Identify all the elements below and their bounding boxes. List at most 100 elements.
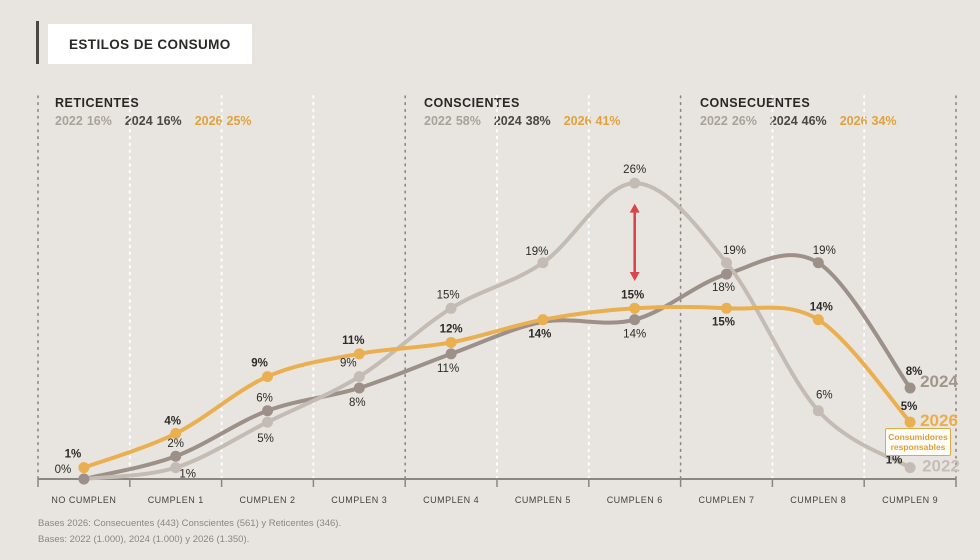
category-label: CUMPLEN 3 bbox=[331, 495, 387, 505]
point-label-2026: 15% bbox=[621, 289, 644, 301]
category-label: CUMPLEN 7 bbox=[698, 495, 754, 505]
series-end-label-2026: 2026 bbox=[920, 411, 958, 430]
series-line-2024 bbox=[81, 253, 913, 481]
category-label: NO CUMPLEN bbox=[51, 495, 116, 505]
series-end-label-2024: 2024 bbox=[920, 372, 958, 391]
data-point-2022 bbox=[445, 302, 457, 314]
title-box: ESTILOS DE CONSUMO bbox=[48, 24, 252, 64]
data-point-2024 bbox=[445, 348, 457, 360]
point-label-2022: 6% bbox=[816, 390, 833, 402]
series-dots-2024 bbox=[78, 257, 916, 485]
section-header-consecuentes: CONSECUENTES 2022 26% 2024 46% 2026 34% bbox=[700, 96, 910, 128]
data-point-2022 bbox=[629, 177, 641, 189]
data-point-2024 bbox=[629, 314, 641, 326]
section-header-reticentes: RETICENTES 2022 16% 2024 16% 2026 25% bbox=[55, 96, 265, 128]
gap-arrow-layer bbox=[629, 203, 640, 281]
data-point-2024 bbox=[904, 382, 916, 394]
section-header-conscientes: CONSCIENTES 2022 58% 2024 38% 2026 41% bbox=[424, 96, 634, 128]
point-label-2026: 11% bbox=[342, 335, 364, 347]
section-stats: 2022 58% 2024 38% 2026 41% bbox=[424, 114, 634, 128]
x-axis-layer: NO CUMPLEN CUMPLEN 1 CUMPLEN 2 CUMPLEN 3 CUM… bbox=[37, 478, 957, 505]
data-point-2022 bbox=[904, 462, 916, 474]
point-label-2022: 1% bbox=[886, 455, 903, 467]
series-line-2022 bbox=[81, 181, 913, 481]
data-point-2026 bbox=[78, 462, 90, 474]
stat-2024: 2024 16% bbox=[124, 114, 182, 128]
point-label-2022: 0% bbox=[55, 464, 72, 476]
category-label: CUMPLEN 6 bbox=[607, 495, 663, 505]
data-point-2022 bbox=[721, 257, 732, 269]
gap-arrow-head-up bbox=[629, 203, 640, 213]
point-label-2024: 6% bbox=[256, 393, 273, 405]
footer-line-1: Bases 2026: Consecuentes (443) Conscient… bbox=[38, 518, 342, 529]
point-label-2022: 19% bbox=[723, 245, 746, 257]
annotation-line-2: responsables bbox=[890, 442, 946, 452]
point-label-2022: 1% bbox=[179, 469, 196, 481]
point-label-2022: 5% bbox=[257, 433, 274, 445]
series-line-2026 bbox=[81, 304, 913, 470]
data-point-2026 bbox=[904, 416, 916, 428]
point-label-2026: 15% bbox=[712, 316, 735, 328]
point-label-2026: 5% bbox=[901, 401, 918, 413]
point-label-2026: 14% bbox=[528, 329, 551, 341]
footer-notes: Bases 2026: Consecuentes (443) Conscient… bbox=[38, 516, 341, 548]
point-label-2022: 15% bbox=[437, 289, 460, 301]
data-point-2024 bbox=[353, 382, 365, 394]
annotation-consumidores-responsables: Consumidores responsables bbox=[885, 428, 951, 456]
series-labels-2022: 0% 1% 5% 9% 15% 19% 26% 19% 6% 1% 2022 bbox=[55, 164, 960, 481]
stat-2024: 2024 46% bbox=[769, 114, 827, 128]
data-point-2026 bbox=[262, 371, 273, 383]
data-point-2024 bbox=[812, 257, 824, 269]
stat-2022: 2022 58% bbox=[424, 114, 481, 128]
stat-2026: 2026 34% bbox=[839, 114, 897, 128]
point-label-2024: 19% bbox=[813, 245, 836, 257]
point-label-2022: 9% bbox=[340, 358, 357, 370]
section-name: RETICENTES bbox=[55, 96, 140, 110]
category-label: CUMPLEN 8 bbox=[790, 495, 846, 505]
data-point-2026 bbox=[537, 314, 549, 326]
point-label-2026: 1% bbox=[65, 449, 82, 461]
series-labels-2024: 2%6% 8%11%14%18%19%8%2024 bbox=[167, 245, 958, 450]
category-label: CUMPLEN 2 bbox=[239, 495, 295, 505]
stat-2026: 2026 41% bbox=[563, 114, 621, 128]
point-label-2026: 9% bbox=[251, 358, 268, 370]
title-accent-bar bbox=[36, 21, 39, 64]
data-point-2026 bbox=[353, 348, 365, 360]
data-point-2024 bbox=[262, 405, 273, 417]
category-label: CUMPLEN 5 bbox=[515, 495, 571, 505]
series-lines-layer bbox=[81, 181, 913, 481]
section-name: CONSECUENTES bbox=[700, 96, 811, 110]
gap-arrow-head-down bbox=[629, 271, 640, 281]
data-point-2024 bbox=[78, 473, 90, 485]
stat-2026: 2026 25% bbox=[194, 114, 252, 128]
point-label-2024: 11% bbox=[437, 363, 459, 375]
stat-2022: 2022 16% bbox=[55, 114, 112, 128]
stat-2024: 2024 38% bbox=[493, 114, 551, 128]
data-point-2024 bbox=[170, 450, 182, 462]
data-point-2026 bbox=[721, 302, 732, 314]
point-label-2024: 8% bbox=[906, 366, 923, 378]
point-label-2026: 4% bbox=[164, 415, 181, 427]
series-labels-2026: 1%4%9%11%12% 14%15%15%14%5%2026 bbox=[65, 289, 958, 460]
stat-2022: 2022 26% bbox=[700, 114, 757, 128]
point-label-2024: 2% bbox=[167, 438, 184, 450]
category-label: CUMPLEN 9 bbox=[882, 495, 938, 505]
point-label-2026: 14% bbox=[810, 302, 833, 314]
annotation-line-1: Consumidores bbox=[888, 432, 948, 442]
point-label-2024: 14% bbox=[623, 329, 646, 341]
section-name: CONSCIENTES bbox=[424, 96, 520, 110]
data-point-2026 bbox=[812, 314, 824, 326]
data-point-2022 bbox=[537, 257, 549, 269]
series-end-label-2022: 2022 bbox=[922, 457, 960, 476]
page-title: ESTILOS DE CONSUMO bbox=[69, 36, 231, 52]
point-label-2024: 8% bbox=[349, 397, 366, 409]
data-point-2022 bbox=[812, 405, 824, 417]
point-label-2024: 18% bbox=[712, 282, 735, 294]
data-point-2022 bbox=[262, 416, 273, 428]
footer-line-2: Bases: 2022 (1.000), 2024 (1.000) y 2026… bbox=[38, 534, 250, 545]
point-label-2022: 26% bbox=[623, 164, 646, 176]
point-label-2026: 12% bbox=[440, 323, 463, 335]
series-dots-2026 bbox=[78, 302, 916, 474]
